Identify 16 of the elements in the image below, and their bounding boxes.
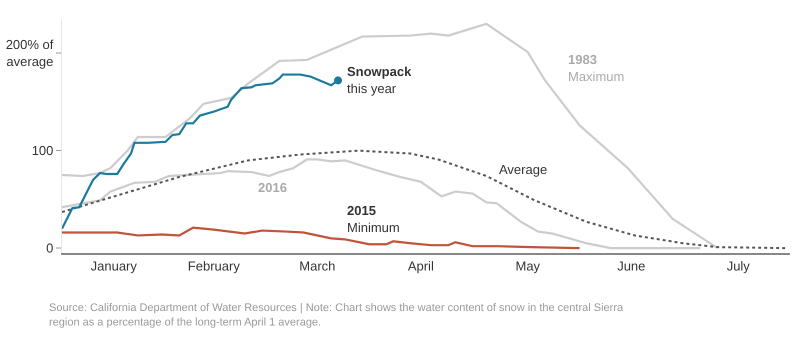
y-tick-label: 200% of average [6,37,54,70]
annotation: Snowpack this year [347,64,412,96]
x-tick-label: January [90,258,138,274]
annotation: 2016 [258,180,287,195]
x-tick-label: April [408,258,434,274]
x-tick-label: May [516,258,541,274]
x-tick-label: June [617,258,646,274]
x-tick-label: March [299,258,336,274]
annotation: 2015 Minimum [347,203,400,235]
x-tick-label: July [726,258,750,274]
y-tick-label: 0 [46,240,54,256]
annotation: 1983 Maximum [568,52,624,84]
source-note: Source: California Department of Water Resources | Note: Chart shows the water content of snow in the central Sierra region as a percentage of the long-term April 1 average. [49,302,624,328]
x-tick-label: February [188,258,240,274]
y-tick-label: 100 [32,143,54,158]
annotation: Average [499,162,548,177]
